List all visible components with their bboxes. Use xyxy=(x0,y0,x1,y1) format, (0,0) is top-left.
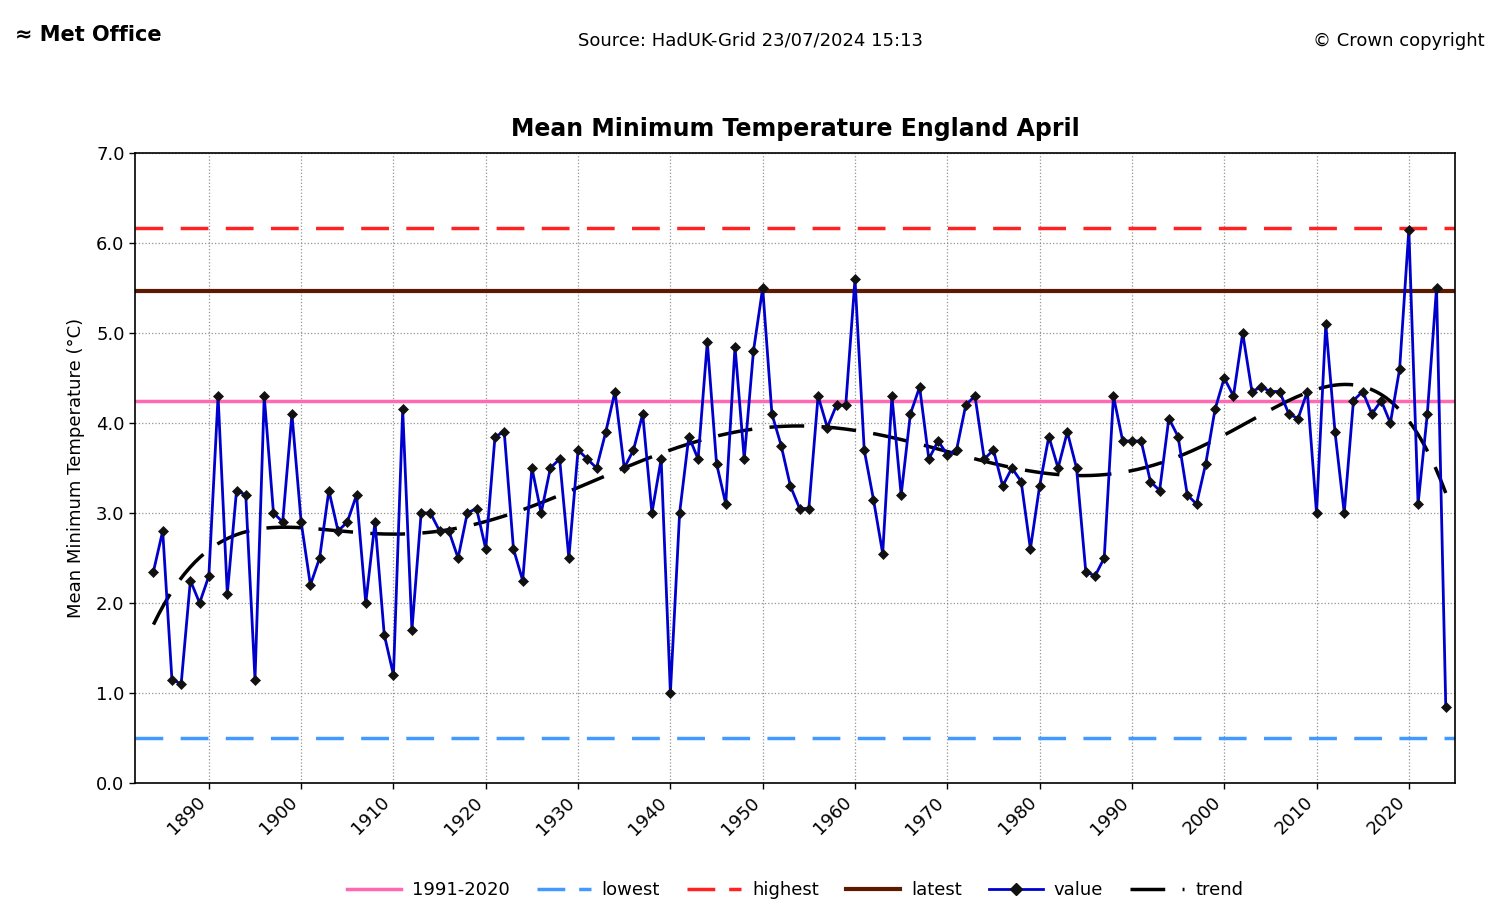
Title: Mean Minimum Temperature England April: Mean Minimum Temperature England April xyxy=(510,117,1080,141)
Legend: 1991-2020, lowest, highest, latest, value, trend: 1991-2020, lowest, highest, latest, valu… xyxy=(339,874,1251,900)
Y-axis label: Mean Minimum Temperature (°C): Mean Minimum Temperature (°C) xyxy=(68,318,86,618)
Text: ≈ Met Office: ≈ Met Office xyxy=(15,25,162,45)
Text: © Crown copyright: © Crown copyright xyxy=(1314,32,1485,50)
Text: Source: HadUK-Grid 23/07/2024 15:13: Source: HadUK-Grid 23/07/2024 15:13 xyxy=(578,32,922,50)
